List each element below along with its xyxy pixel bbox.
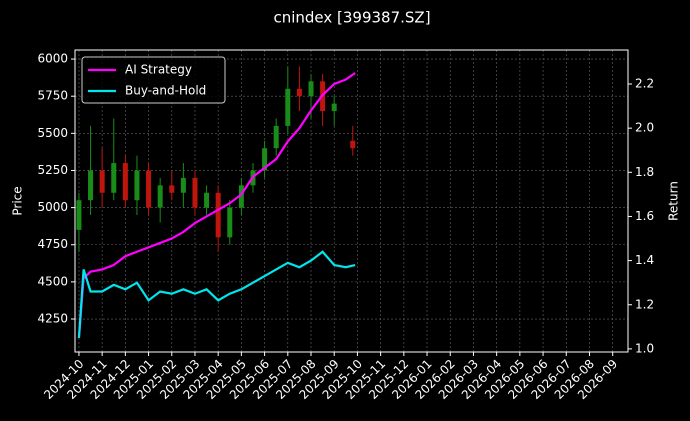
candle-body (285, 88, 291, 126)
candle-body (238, 185, 244, 208)
candle-body (76, 200, 82, 230)
candle-body (204, 192, 210, 208)
candle-body (134, 170, 140, 201)
candle-body (215, 192, 221, 238)
legend-label: Buy-and-Hold (125, 84, 206, 98)
candle-body (180, 177, 186, 193)
candle-body (227, 207, 233, 238)
candle-body (122, 163, 128, 201)
y-tick-label: 5250 (37, 163, 68, 177)
candle-body (146, 170, 152, 208)
y-axis-label: Price (11, 186, 25, 215)
candle-body (88, 170, 94, 201)
y2-tick-label: 2.2 (635, 76, 654, 90)
candle-body (273, 125, 279, 149)
candle-body (350, 140, 356, 149)
candle-body (296, 88, 302, 97)
y-tick-label: 4250 (37, 312, 68, 326)
candle-body (331, 103, 337, 112)
candle-body (262, 148, 268, 171)
y-tick-label: 6000 (37, 52, 68, 66)
chart-title: cnindex [399387.SZ] (273, 9, 430, 27)
y2-tick-label: 1.4 (635, 253, 654, 267)
y-tick-label: 5750 (37, 89, 68, 103)
candle-body (99, 170, 105, 193)
line (77, 250, 356, 338)
legend-box (81, 56, 226, 104)
y-tick-label: 4750 (37, 237, 68, 251)
y-tick-label: 4500 (37, 274, 68, 288)
y2-tick-label: 1.2 (635, 297, 654, 311)
plot-frame (74, 49, 629, 353)
y2-tick-label: 1.6 (635, 209, 654, 223)
candle-body (308, 81, 314, 97)
candle-body (169, 185, 175, 193)
y-tick-label: 5500 (37, 126, 68, 140)
line (77, 72, 356, 338)
candle-body (111, 163, 117, 193)
y2-axis-label: Return (667, 181, 681, 221)
y2-tick-label: 2.0 (635, 121, 654, 135)
y-tick-label: 5000 (37, 200, 68, 214)
legend-label: AI Strategy (125, 63, 192, 77)
candle-body (157, 185, 163, 208)
y2-tick-label: 1.8 (635, 165, 654, 179)
candle-body (192, 177, 198, 208)
y2-tick-label: 1.0 (635, 341, 654, 355)
